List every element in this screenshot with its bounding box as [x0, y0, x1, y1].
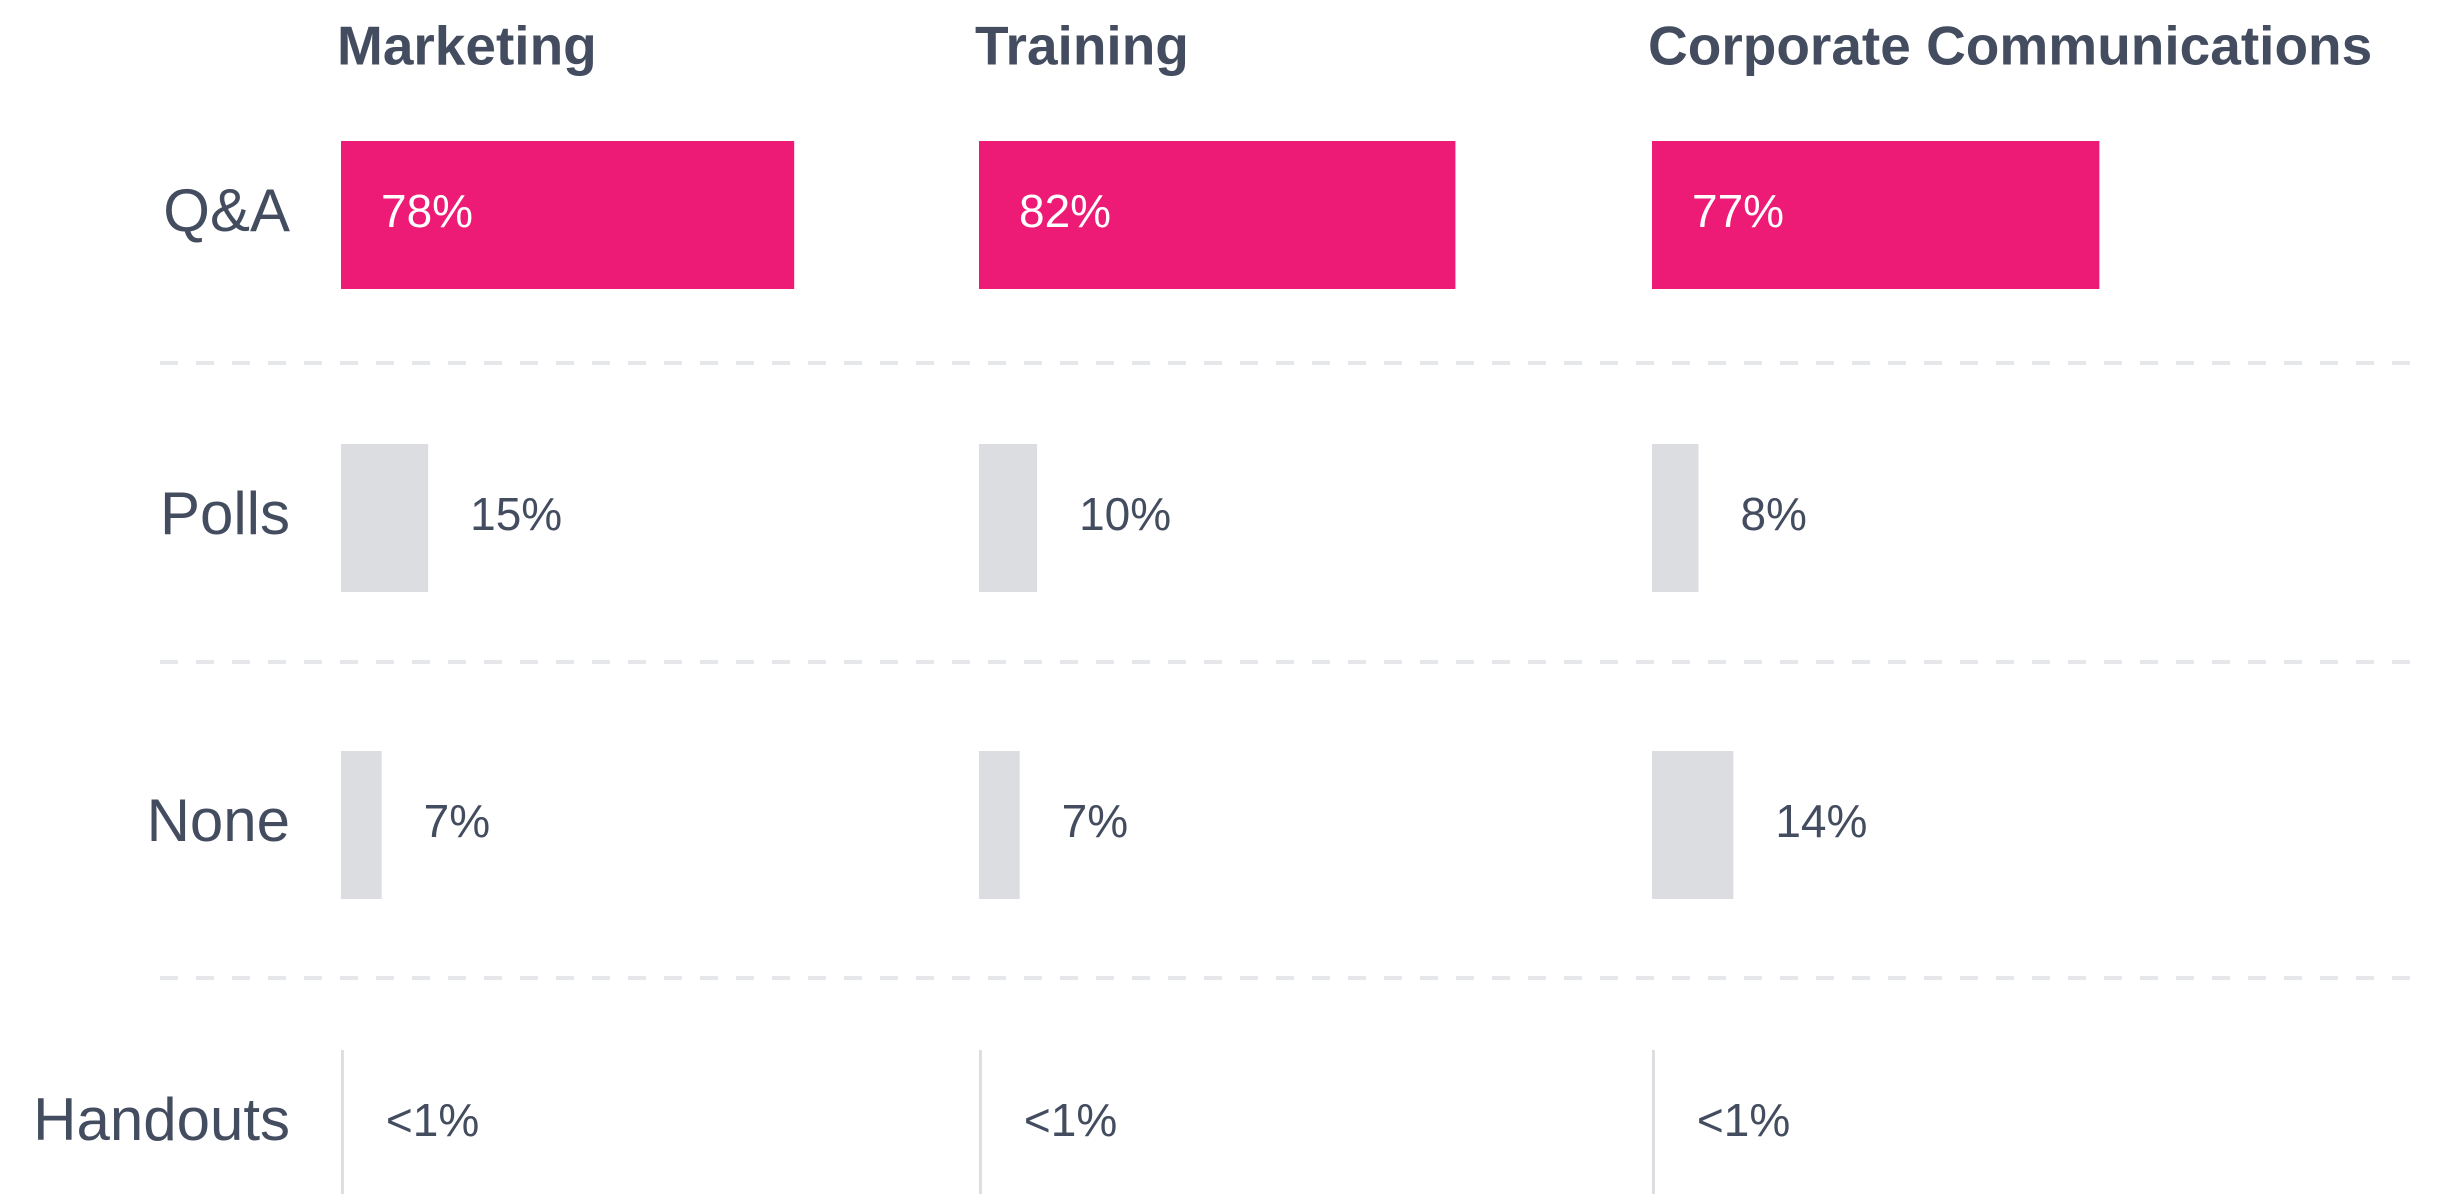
- bar: [341, 444, 429, 592]
- value-label: 8%: [1740, 488, 1806, 540]
- bar: [979, 751, 1020, 899]
- value-label: 10%: [1079, 488, 1171, 540]
- bar: [1652, 141, 2100, 289]
- category-label: Polls: [160, 480, 290, 547]
- bar: [1652, 751, 1734, 899]
- value-label: 7%: [424, 795, 490, 847]
- bar: [341, 141, 795, 289]
- panel-title: Training: [975, 15, 1189, 77]
- bar: [979, 444, 1038, 592]
- value-label: 15%: [470, 488, 562, 540]
- bar: [979, 1050, 982, 1194]
- category-label: Q&A: [163, 177, 290, 244]
- category-label: None: [147, 787, 290, 854]
- bar: [1652, 444, 1699, 592]
- bar: [979, 141, 1456, 289]
- panel-title: Corporate Communications: [1648, 15, 2372, 77]
- bar: [341, 1050, 344, 1194]
- value-label: <1%: [1697, 1094, 1790, 1146]
- value-label: <1%: [1024, 1094, 1117, 1146]
- value-label: 77%: [1692, 185, 1784, 237]
- value-label: 14%: [1775, 795, 1867, 847]
- panel-title: Marketing: [337, 15, 597, 77]
- value-label: 7%: [1062, 795, 1128, 847]
- value-label: <1%: [386, 1094, 479, 1146]
- value-label: 82%: [1019, 185, 1111, 237]
- bar: [1652, 1050, 1655, 1194]
- bar: [341, 751, 382, 899]
- value-label: 78%: [381, 185, 473, 237]
- category-label: Handouts: [33, 1086, 290, 1153]
